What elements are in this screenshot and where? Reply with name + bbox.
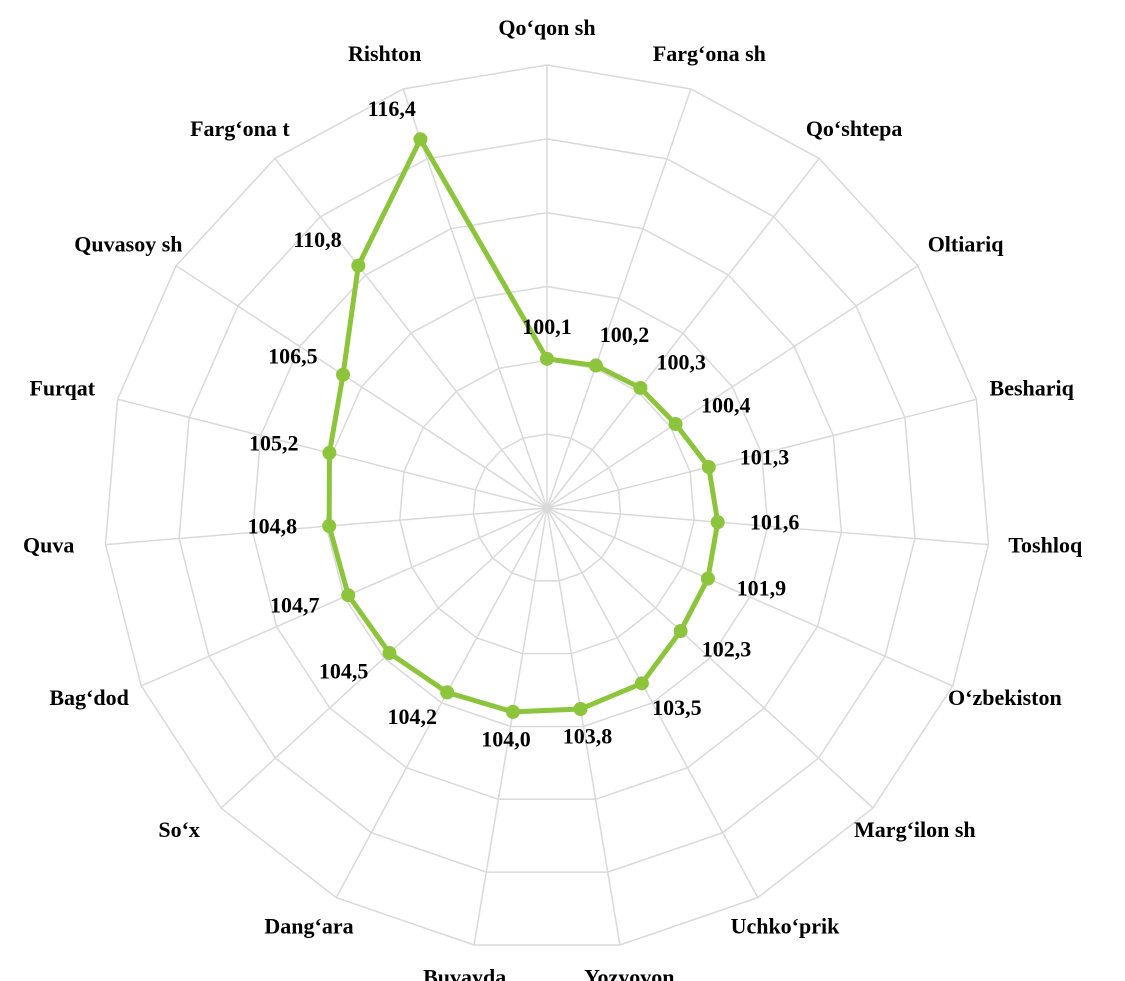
category-label: Beshariq xyxy=(990,376,1075,401)
spoke xyxy=(546,507,759,898)
spoke xyxy=(546,507,953,687)
data-point xyxy=(322,445,337,460)
data-point xyxy=(341,588,356,603)
category-label: Bag‘dod xyxy=(49,685,128,710)
value-label: 103,5 xyxy=(652,695,702,720)
grid-ring xyxy=(472,433,622,582)
category-label: Uchko‘prik xyxy=(731,913,841,938)
data-point xyxy=(540,351,554,366)
category-label: So‘x xyxy=(158,817,200,842)
category-label: Oltiariq xyxy=(928,232,1005,257)
value-label: 104,8 xyxy=(248,514,298,539)
value-label: 102,3 xyxy=(702,636,752,661)
data-point xyxy=(673,624,688,639)
value-label: 116,4 xyxy=(368,96,416,121)
category-label: O‘zbekiston xyxy=(948,685,1062,710)
value-label: 103,8 xyxy=(563,724,613,749)
spoke xyxy=(473,507,548,946)
spoke xyxy=(546,398,977,509)
spoke xyxy=(274,157,548,509)
value-label: 101,6 xyxy=(750,510,800,535)
category-label: Buvayda xyxy=(423,965,506,981)
value-label: 100,4 xyxy=(701,393,751,418)
spoke xyxy=(546,265,919,509)
value-label: 104,0 xyxy=(481,727,531,752)
data-point xyxy=(588,358,603,373)
category-label: Rishton xyxy=(348,41,421,66)
category-label: Farg‘ona sh xyxy=(653,41,766,66)
grid-ring xyxy=(104,64,990,946)
value-label: 106,5 xyxy=(268,343,318,368)
category-label: Dang‘ara xyxy=(264,913,353,938)
spoke xyxy=(546,507,874,809)
category-label: Quvasoy sh xyxy=(74,232,182,257)
spoke xyxy=(546,88,692,509)
value-label: 101,3 xyxy=(740,445,790,470)
value-label: 100,2 xyxy=(600,322,650,347)
category-label: Qo‘qon sh xyxy=(498,15,595,40)
data-point xyxy=(633,380,648,395)
category-label: Marg‘ilon sh xyxy=(854,817,976,842)
value-label: 100,1 xyxy=(522,314,572,339)
data-point xyxy=(668,417,683,432)
value-label: 104,5 xyxy=(319,658,369,683)
category-label: Qo‘shtepa xyxy=(806,116,903,141)
data-point xyxy=(382,646,397,661)
category-label: Farg‘ona t xyxy=(190,116,290,141)
category-label: Toshloq xyxy=(1008,533,1083,558)
data-point xyxy=(336,367,351,382)
grid-ring xyxy=(399,359,695,655)
spoke xyxy=(546,507,621,946)
spoke xyxy=(175,265,548,509)
data-point xyxy=(505,704,520,719)
data-point xyxy=(710,515,725,530)
value-label: 104,2 xyxy=(387,704,437,729)
value-label: 105,2 xyxy=(249,431,299,456)
spoke xyxy=(546,157,820,509)
data-point xyxy=(351,258,366,273)
data-point xyxy=(634,676,649,691)
data-point xyxy=(701,460,716,475)
data-point xyxy=(440,685,455,700)
series-line xyxy=(326,136,721,715)
data-point xyxy=(413,132,428,147)
category-label: Yozyovon xyxy=(584,965,674,981)
spoke xyxy=(335,507,548,898)
value-label: 104,7 xyxy=(270,592,320,617)
spoke xyxy=(402,88,548,509)
grid-ring xyxy=(178,138,916,873)
category-label: Furqat xyxy=(29,376,95,401)
data-point xyxy=(322,519,337,534)
category-label: Quva xyxy=(23,533,74,558)
value-label: 110,8 xyxy=(293,227,341,252)
value-label: 100,3 xyxy=(656,349,706,374)
data-point xyxy=(700,571,715,586)
grid-ring xyxy=(251,211,843,801)
spoke xyxy=(546,507,989,546)
spoke xyxy=(220,507,548,809)
data-point xyxy=(573,702,588,717)
value-label: 101,9 xyxy=(737,576,787,601)
grid-ring xyxy=(325,285,769,728)
